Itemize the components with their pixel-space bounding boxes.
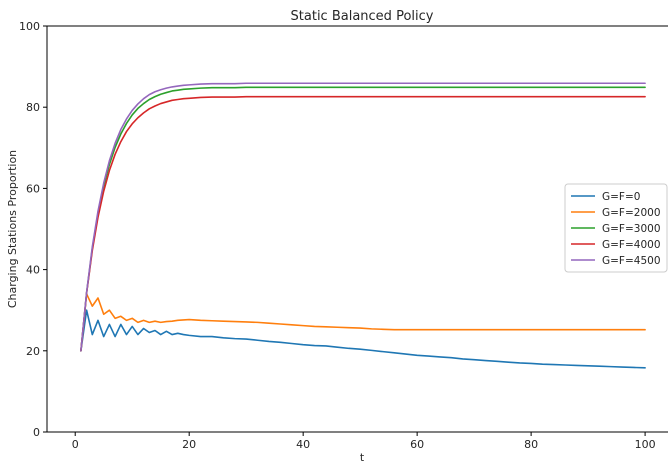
y-tick-label: 40 [26,264,40,277]
series-line-1 [80,293,646,352]
y-tick-label: 20 [26,345,40,358]
legend-label: G=F=4000 [602,239,661,251]
legend: G=F=0 G=F=2000 G=F=3000 G=F=4000 G=F=4500 [564,183,668,273]
series-line-2 [80,86,646,352]
y-tick-label: 60 [26,182,40,195]
legend-label: G=F=2000 [602,207,661,219]
y-tick-label: 100 [19,20,40,33]
x-tick-label: 0 [72,438,79,451]
x-axis-label: t [360,451,365,464]
x-tick-label: 60 [410,438,424,451]
legend-box [564,183,668,273]
y-tick-label: 0 [33,426,40,439]
legend-label: G=F=4500 [602,255,661,267]
x-tick-label: 100 [635,438,656,451]
chart-title: Static Balanced Policy [291,9,434,24]
x-tick-label: 20 [182,438,196,451]
series-line-0 [80,309,646,369]
x-tick-label: 80 [524,438,538,451]
legend-label: G=F=0 [602,191,640,203]
plot-frame [46,25,668,433]
legend-label: G=F=3000 [602,223,661,235]
series-line-3 [80,95,646,352]
y-axis-label: Charging Stations Proportion [6,150,19,308]
y-tick-label: 80 [26,101,40,114]
series-line-4 [80,82,646,352]
x-tick-label: 40 [296,438,310,451]
